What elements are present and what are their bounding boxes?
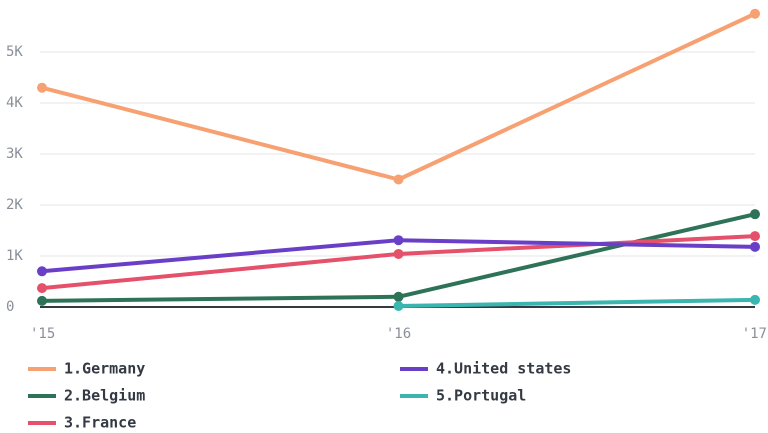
x-tick-label: '15 [30,326,55,342]
point [750,294,760,305]
legend-label: 2.Belgium [64,387,145,405]
point [37,283,47,294]
point [393,235,404,246]
point [37,295,47,306]
legend-label: 1.Germany [64,360,145,378]
point [750,231,760,242]
x-tick-label: '16 [386,326,411,342]
y-tick-label: 1K [6,248,23,264]
point [393,291,404,302]
y-tick-label: 4K [6,95,23,111]
point [750,241,760,252]
y-tick-label: 2K [6,197,23,213]
legend-label: 3.France [64,414,136,432]
point [393,300,404,311]
legend-label: 5.Portugal [436,387,526,405]
series-line [41,11,756,182]
point [393,174,404,185]
legend-label: 4.United states [436,360,571,378]
point [750,8,760,19]
x-tick-label: '17 [742,326,767,342]
point [37,82,47,93]
point [37,266,47,277]
point [393,248,404,259]
y-tick-label: 5K [6,44,23,60]
series-line [398,297,756,308]
y-tick-label: 0 [6,299,14,315]
point [750,209,760,220]
y-tick-label: 3K [6,146,23,162]
